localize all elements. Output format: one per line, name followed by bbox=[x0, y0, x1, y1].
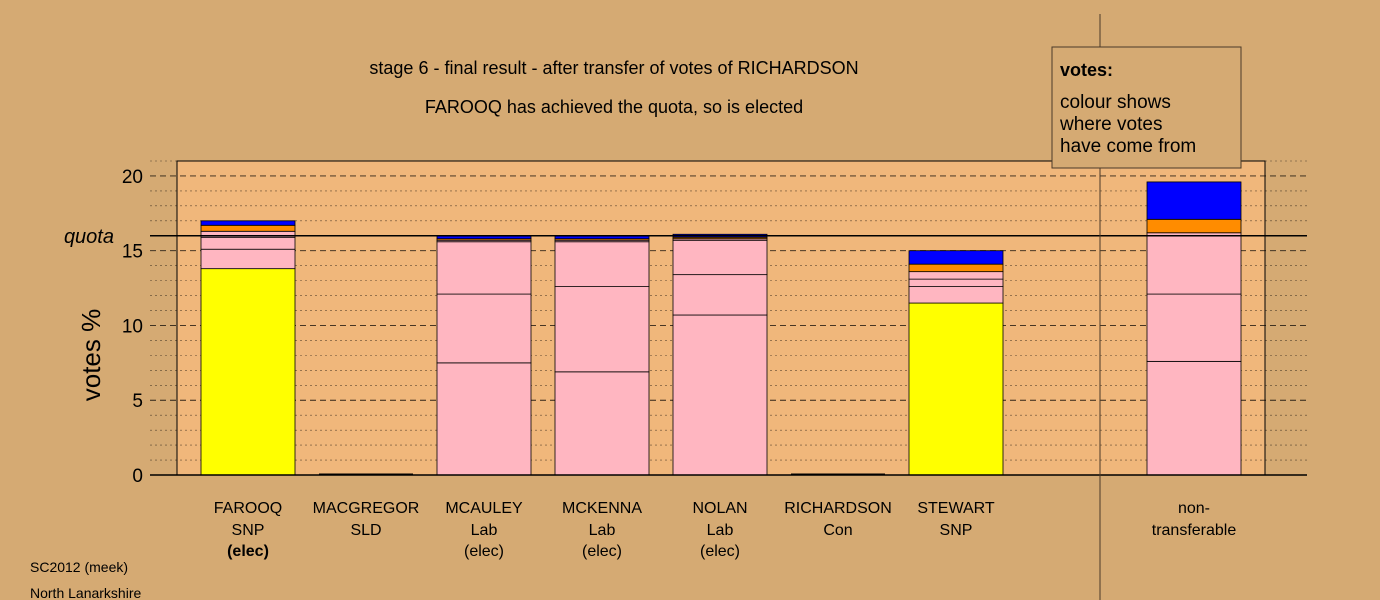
bar-segment-stewart-5 bbox=[908, 250, 1004, 265]
bar-mckenna bbox=[554, 235, 650, 476]
y-axis-label: votes % bbox=[76, 309, 106, 402]
candidate-status-farooq: (elec) bbox=[227, 543, 269, 560]
bar-segment-mckenna-2 bbox=[554, 241, 650, 288]
candidate-party-stewart: SNP bbox=[940, 522, 973, 539]
bar-mcauley bbox=[436, 235, 532, 476]
bar-segment-mcauley-1 bbox=[436, 293, 532, 364]
candidate-name-stewart: STEWART bbox=[917, 500, 995, 517]
bar-segment-non-3 bbox=[1146, 218, 1242, 234]
candidate-party-non: transferable bbox=[1152, 522, 1237, 539]
y-tick-label-5: 5 bbox=[132, 391, 143, 412]
bar-segment-stewart-2 bbox=[908, 278, 1004, 288]
candidate-status-mckenna: (elec) bbox=[582, 543, 622, 560]
bar-segment-non-2 bbox=[1146, 232, 1242, 295]
bar-segment-mckenna-1 bbox=[554, 286, 650, 373]
quota-label: quota bbox=[64, 226, 114, 248]
bar-segment-stewart-1 bbox=[908, 286, 1004, 304]
bar-segment-nolan-1 bbox=[672, 274, 768, 316]
bar-segment-mckenna-0 bbox=[554, 371, 650, 476]
candidate-status-mcauley: (elec) bbox=[464, 543, 504, 560]
candidate-party-farooq: SNP bbox=[232, 522, 265, 539]
candidate-name-non: non- bbox=[1178, 500, 1210, 517]
x-axis-labels: FAROOQ SNP (elec) MACGREGOR SLD MCAULEY Lab (el… bbox=[214, 500, 1237, 560]
candidate-party-mcauley: Lab bbox=[471, 522, 498, 539]
legend-title: votes: bbox=[1060, 60, 1113, 80]
bar-segment-farooq-1 bbox=[200, 248, 296, 270]
footer-line-1: SC2012 (meek) bbox=[30, 559, 128, 575]
bar-segment-farooq-4 bbox=[200, 224, 296, 232]
candidate-name-richardson: RICHARDSON bbox=[784, 500, 892, 517]
bar-segment-farooq-5 bbox=[200, 220, 296, 226]
candidate-name-farooq: FAROOQ bbox=[214, 500, 282, 517]
legend-line-1: colour shows bbox=[1060, 92, 1171, 113]
footer-line-2: North Lanarkshire bbox=[30, 585, 141, 600]
candidate-name-mcauley: MCAULEY bbox=[445, 500, 523, 517]
legend-frame bbox=[1051, 46, 1242, 169]
bar-segment-nolan-0 bbox=[672, 314, 768, 476]
y-tick-label-10: 10 bbox=[122, 316, 143, 337]
candidate-party-richardson: Con bbox=[823, 522, 852, 539]
y-axis: 0 5 10 15 20 bbox=[122, 167, 143, 487]
candidate-name-mckenna: MCKENNA bbox=[562, 500, 642, 517]
bar-segment-stewart-4 bbox=[908, 263, 1004, 273]
bar-segment-farooq-2 bbox=[200, 236, 296, 250]
bar-stewart bbox=[908, 250, 1004, 476]
candidate-status-nolan: (elec) bbox=[700, 543, 740, 560]
legend-line-2: where votes bbox=[1059, 114, 1162, 135]
bar-segment-stewart-3 bbox=[908, 271, 1004, 280]
y-tick-label-0: 0 bbox=[132, 466, 143, 487]
legend-line-3: have come from bbox=[1060, 136, 1196, 157]
bar-nolan bbox=[672, 233, 768, 476]
bar-segment-mcauley-0 bbox=[436, 362, 532, 476]
y-tick-label-15: 15 bbox=[122, 242, 143, 263]
grid-lines bbox=[150, 160, 1307, 461]
chart-title: stage 6 - final result - after transfer … bbox=[369, 58, 858, 78]
bar-segment-non-1 bbox=[1146, 293, 1242, 362]
legend-box: votes: colour shows where votes have com… bbox=[1051, 46, 1242, 169]
candidate-party-nolan: Lab bbox=[707, 522, 734, 539]
bar-segment-non-0 bbox=[1146, 360, 1242, 476]
bar-farooq bbox=[200, 220, 296, 476]
bar-non bbox=[1146, 181, 1242, 476]
bar-segment-farooq-0 bbox=[200, 268, 296, 476]
candidate-party-mckenna: Lab bbox=[589, 522, 616, 539]
bar-segment-non-4 bbox=[1146, 181, 1242, 220]
candidate-party-macgregor: SLD bbox=[350, 522, 381, 539]
bar-segment-mcauley-2 bbox=[436, 241, 532, 295]
bar-segment-stewart-0 bbox=[908, 302, 1004, 476]
candidate-name-macgregor: MACGREGOR bbox=[313, 500, 420, 517]
chart-subtitle: FAROOQ has achieved the quota, so is ele… bbox=[425, 97, 803, 117]
y-tick-label-20: 20 bbox=[122, 167, 143, 188]
candidate-name-nolan: NOLAN bbox=[692, 500, 747, 517]
bar-segment-nolan-2 bbox=[672, 239, 768, 276]
